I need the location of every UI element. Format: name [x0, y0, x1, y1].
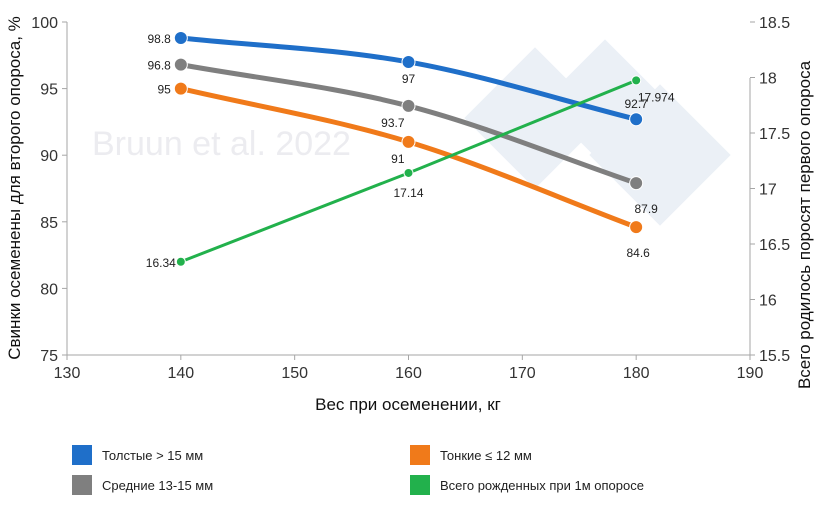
series-layer: 98.8 97 92.7 96.8 93.7 87.9 95 91 84.6 16.34 17.14…	[146, 30, 675, 270]
y-tick-label: 90	[40, 148, 58, 165]
x-tick-label: 160	[395, 365, 422, 382]
data-point-2-1	[401, 134, 416, 149]
data-point-3-1	[403, 167, 414, 178]
y2-tick-label: 15.5	[759, 348, 790, 365]
y-tick-label: 80	[40, 281, 58, 298]
y2-tick-label: 17.5	[759, 126, 790, 143]
data-label-3-1: 17.14	[393, 186, 423, 200]
y-tick-label: 85	[40, 215, 58, 232]
y-axis-title: Свинки осеменены для второго опороса, %	[5, 16, 24, 360]
y-tick-label: 95	[40, 82, 58, 99]
data-label-0-1: 97	[402, 72, 416, 86]
data-point-2-2	[629, 220, 644, 235]
data-label-3-2: 17.974	[638, 90, 675, 104]
y2-tick-label: 16	[759, 293, 777, 310]
data-label-2-0: 95	[157, 83, 171, 97]
x-tick-label: 150	[281, 365, 308, 382]
y2-tick-label: 16.5	[759, 237, 790, 254]
y2-axis-title: Всего родилось поросят первого опороса	[795, 60, 814, 389]
x-tick-label: 170	[509, 365, 536, 382]
data-point-3-0	[175, 256, 186, 267]
data-point-0-2	[629, 112, 644, 127]
data-label-1-1: 93.7	[381, 116, 405, 130]
data-point-3-2	[631, 75, 642, 86]
data-label-1-0: 96.8	[147, 59, 171, 73]
y2-tick-label: 17	[759, 182, 777, 199]
data-label-2-2: 84.6	[626, 246, 650, 260]
data-label-2-1: 91	[391, 152, 405, 166]
data-point-0-0	[173, 30, 188, 45]
watermark-text: Bruun et al. 2022	[92, 125, 351, 163]
data-point-1-2	[629, 176, 644, 191]
data-label-0-2: 92.7	[624, 97, 648, 111]
x-tick-label: 130	[54, 365, 81, 382]
axes: 130 140 150 160 170 180 190 75 80 85 90 95 100 15.5 16…	[31, 15, 790, 382]
data-point-0-1	[401, 54, 416, 69]
data-label-3-0: 16.34	[146, 256, 176, 270]
x-tick-label: 180	[623, 365, 650, 382]
x-tick-label: 140	[167, 365, 194, 382]
y2-tick-label: 18	[759, 71, 777, 88]
data-label-1-2: 87.9	[634, 202, 658, 216]
data-point-1-0	[173, 57, 188, 72]
y2-tick-label: 18.5	[759, 15, 790, 32]
data-label-0-0: 98.8	[147, 32, 171, 46]
data-point-2-0	[173, 81, 188, 96]
y-tick-label: 100	[31, 15, 58, 32]
x-tick-label: 190	[737, 365, 764, 382]
data-point-1-1	[401, 98, 416, 113]
x-axis-title: Вес при осеменении, кг	[315, 395, 501, 414]
y-tick-label: 75	[40, 348, 58, 365]
